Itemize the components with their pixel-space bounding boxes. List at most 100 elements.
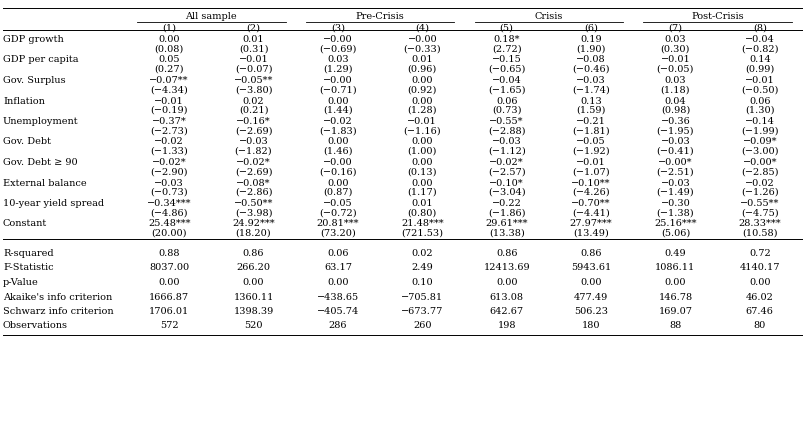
Text: 88: 88 [668, 321, 681, 330]
Text: (13.49): (13.49) [573, 229, 608, 238]
Text: (0.98): (0.98) [660, 106, 689, 115]
Text: 80: 80 [752, 321, 765, 330]
Text: 20.81***: 20.81*** [316, 220, 359, 229]
Text: (0.21): (0.21) [238, 106, 268, 115]
Text: (−3.00): (−3.00) [740, 147, 777, 156]
Text: 0.01: 0.01 [411, 55, 433, 64]
Text: −405.74: −405.74 [316, 307, 359, 316]
Text: 0.00: 0.00 [495, 278, 517, 287]
Text: 67.46: 67.46 [745, 307, 772, 316]
Text: Akaike's info criterion: Akaike's info criterion [3, 293, 112, 302]
Text: −0.03: −0.03 [238, 138, 268, 146]
Text: Unemployment: Unemployment [3, 117, 79, 126]
Text: 0.00: 0.00 [411, 158, 433, 167]
Text: (−0.19): (−0.19) [150, 106, 188, 115]
Text: External balance: External balance [3, 178, 87, 187]
Text: (2.72): (2.72) [491, 45, 521, 54]
Text: F-Statistic: F-Statistic [3, 263, 54, 272]
Text: (−1.16): (−1.16) [403, 127, 441, 136]
Text: Schwarz info criterion: Schwarz info criterion [3, 307, 113, 316]
Text: (−4.86): (−4.86) [150, 208, 188, 218]
Text: 0.00: 0.00 [411, 178, 433, 187]
Text: 520: 520 [244, 321, 263, 330]
Text: (−1.86): (−1.86) [487, 208, 525, 218]
Text: Gov. Debt ≥ 90: Gov. Debt ≥ 90 [3, 158, 78, 167]
Text: Post-Crisis: Post-Crisis [691, 12, 743, 21]
Text: 63.17: 63.17 [324, 263, 352, 272]
Text: −0.00*: −0.00* [742, 158, 776, 167]
Text: 0.06: 0.06 [748, 97, 769, 106]
Text: (1.90): (1.90) [576, 45, 605, 54]
Text: (−1.81): (−1.81) [572, 127, 609, 136]
Text: −0.30: −0.30 [660, 199, 690, 208]
Text: −0.01: −0.01 [576, 158, 605, 167]
Text: −705.81: −705.81 [401, 293, 442, 302]
Text: −0.07**: −0.07** [149, 76, 189, 85]
Text: (20.00): (20.00) [151, 229, 187, 238]
Text: (−1.12): (−1.12) [487, 147, 525, 156]
Text: 0.04: 0.04 [664, 97, 686, 106]
Text: (0.92): (0.92) [407, 85, 437, 94]
Text: −0.50**: −0.50** [234, 199, 273, 208]
Text: −0.08: −0.08 [576, 55, 605, 64]
Text: (1.17): (1.17) [407, 188, 437, 197]
Text: 0.00: 0.00 [411, 138, 433, 146]
Text: 0.13: 0.13 [580, 97, 601, 106]
Text: (0.96): (0.96) [407, 65, 436, 74]
Text: (−1.99): (−1.99) [740, 127, 777, 136]
Text: 613.08: 613.08 [489, 293, 523, 302]
Text: 0.06: 0.06 [495, 97, 517, 106]
Text: −0.21: −0.21 [576, 117, 605, 126]
Text: (−1.95): (−1.95) [656, 127, 693, 136]
Text: 21.48***: 21.48*** [401, 220, 443, 229]
Text: (−1.07): (−1.07) [572, 167, 609, 176]
Text: (−0.05): (−0.05) [656, 65, 693, 74]
Text: (−2.73): (−2.73) [150, 127, 188, 136]
Text: Gov. Surplus: Gov. Surplus [3, 76, 66, 85]
Text: 146.78: 146.78 [658, 293, 691, 302]
Text: (0.27): (0.27) [154, 65, 184, 74]
Text: GDP growth: GDP growth [3, 35, 63, 44]
Text: −0.16*: −0.16* [236, 117, 271, 126]
Text: (−2.86): (−2.86) [234, 188, 272, 197]
Text: 8037.00: 8037.00 [149, 263, 189, 272]
Text: (−4.34): (−4.34) [150, 85, 188, 94]
Text: −0.03: −0.03 [660, 138, 690, 146]
Text: p-Value: p-Value [3, 278, 39, 287]
Text: (1.44): (1.44) [323, 106, 353, 115]
Text: 0.72: 0.72 [748, 249, 770, 258]
Text: 4140.17: 4140.17 [739, 263, 779, 272]
Text: (1.59): (1.59) [576, 106, 605, 115]
Text: −0.00: −0.00 [407, 35, 437, 44]
Text: (−0.69): (−0.69) [319, 45, 357, 54]
Text: 0.02: 0.02 [243, 97, 264, 106]
Text: (7): (7) [667, 24, 682, 33]
Text: 29.61***: 29.61*** [485, 220, 528, 229]
Text: 0.86: 0.86 [243, 249, 264, 258]
Text: (1.46): (1.46) [323, 147, 353, 156]
Text: 0.19: 0.19 [580, 35, 601, 44]
Text: (721.53): (721.53) [401, 229, 442, 238]
Text: −0.02: −0.02 [323, 117, 353, 126]
Text: (0.99): (0.99) [744, 65, 773, 74]
Text: −0.05**: −0.05** [234, 76, 273, 85]
Text: GDP per capita: GDP per capita [3, 55, 79, 64]
Text: (0.13): (0.13) [407, 167, 437, 176]
Text: 28.33***: 28.33*** [738, 220, 781, 229]
Text: (−1.33): (−1.33) [150, 147, 188, 156]
Text: (−2.51): (−2.51) [656, 167, 693, 176]
Text: (−1.49): (−1.49) [656, 188, 693, 197]
Text: 0.06: 0.06 [327, 249, 349, 258]
Text: (1.00): (1.00) [407, 147, 437, 156]
Text: 1360.11: 1360.11 [233, 293, 273, 302]
Text: (−2.85): (−2.85) [740, 167, 777, 176]
Text: 0.03: 0.03 [664, 76, 686, 85]
Text: (−0.73): (−0.73) [150, 188, 188, 197]
Text: 25.16***: 25.16*** [654, 220, 696, 229]
Text: (1): (1) [162, 24, 176, 33]
Text: −0.02: −0.02 [744, 178, 774, 187]
Text: 180: 180 [581, 321, 600, 330]
Text: All sample: All sample [185, 12, 237, 21]
Text: Inflation: Inflation [3, 97, 45, 106]
Text: −0.04: −0.04 [744, 35, 774, 44]
